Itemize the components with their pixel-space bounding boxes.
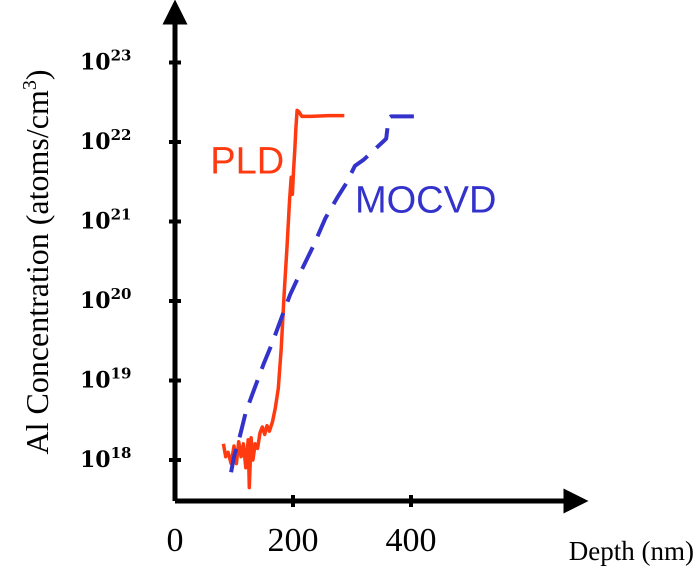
y-tick-base: 10 — [80, 368, 111, 394]
y-tick-exponent: 23 — [111, 47, 132, 65]
series-label-mocvd: MOCVD — [355, 179, 496, 221]
series-label-pld: PLD — [210, 141, 284, 183]
y-tick-exponent: 20 — [111, 285, 132, 303]
y-tick-label: 1018 — [80, 444, 132, 473]
x-axis-title: Depth (nm) — [569, 536, 694, 566]
y-tick-label: 1019 — [80, 365, 132, 394]
y-tick-label: 1023 — [80, 47, 132, 76]
y-tick-exponent: 21 — [111, 206, 132, 224]
y-tick-exponent: 22 — [111, 126, 132, 144]
y-tick-label: 1021 — [80, 206, 132, 235]
y-axis-title-close: ) — [19, 69, 55, 80]
y-tick-base: 10 — [80, 209, 111, 235]
y-tick-label: 1022 — [80, 126, 132, 155]
y-axis-title: Al Concentration (atoms/cm3) — [19, 69, 55, 454]
y-tick-label: 1020 — [80, 285, 132, 314]
series-line-mocvd — [229, 114, 419, 473]
y-tick-base: 10 — [80, 447, 111, 473]
y-axis-title-superscript: 3 — [19, 80, 41, 90]
x-tick-label: 200 — [268, 522, 319, 559]
y-axis-title-main: Al Concentration (atoms/cm — [19, 90, 55, 454]
y-tick-base: 10 — [80, 50, 111, 76]
y-tick-base: 10 — [80, 288, 111, 314]
series-labels: PLD MOCVD — [210, 141, 496, 222]
y-tick-exponent: 18 — [111, 444, 132, 462]
y-tick-base: 10 — [80, 129, 111, 155]
series-line-pld — [221, 108, 345, 490]
x-tick-label: 0 — [167, 522, 184, 559]
x-axis-ticks: 0 200 400 — [167, 495, 437, 559]
series-layer — [221, 108, 419, 490]
y-tick-exponent: 19 — [111, 365, 132, 383]
axes — [162, 0, 589, 514]
x-tick-label: 400 — [386, 522, 437, 559]
